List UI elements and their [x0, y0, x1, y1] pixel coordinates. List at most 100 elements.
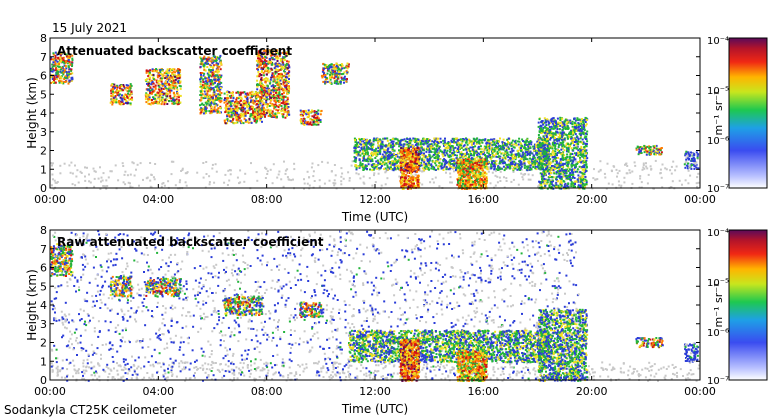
heatmap-pixel	[259, 73, 262, 75]
heatmap-pixel	[300, 118, 303, 120]
heatmap-pixel	[278, 65, 281, 67]
heatmap-pixel	[269, 54, 272, 57]
heatmap-pixel	[217, 107, 220, 110]
heatmap-pixel	[55, 67, 57, 70]
heatmap-pixel	[176, 92, 179, 95]
heatmap-pixel	[321, 160, 324, 163]
heatmap-pixel	[537, 147, 540, 150]
heatmap-pixel	[201, 86, 204, 89]
heatmap-pixel	[288, 85, 290, 88]
heatmap-pixel	[148, 102, 151, 105]
heatmap-pixel	[243, 115, 246, 118]
heatmap-pixel	[471, 146, 474, 149]
heatmap-pixel	[244, 113, 247, 116]
heatmap-pixel	[282, 91, 285, 94]
heatmap-pixel	[218, 90, 221, 93]
heatmap-pixel	[318, 179, 321, 182]
heatmap-pixel	[380, 166, 382, 169]
heatmap-pixel	[268, 80, 271, 83]
heatmap-pixel	[211, 97, 214, 100]
heatmap-pixel	[526, 148, 529, 151]
heatmap-pixel	[277, 73, 280, 75]
heatmap-pixel	[421, 183, 424, 186]
heatmap-pixel	[145, 95, 147, 98]
heatmap-pixel	[220, 97, 223, 100]
heatmap-pixel	[165, 89, 168, 92]
heatmap-pixel	[229, 95, 231, 98]
heatmap-pixel	[306, 116, 309, 119]
heatmap-pixel	[80, 172, 83, 174]
heatmap-pixel	[279, 73, 282, 75]
heatmap-pixel	[442, 159, 445, 162]
heatmap-pixel	[124, 102, 127, 104]
heatmap-pixel	[67, 65, 70, 68]
heatmap-pixel	[331, 76, 333, 79]
heatmap-pixel	[328, 179, 331, 182]
plot-area	[50, 38, 700, 188]
heatmap-pixel	[258, 51, 260, 54]
heatmap-pixel	[211, 62, 214, 65]
heatmap-pixel	[50, 67, 52, 70]
heatmap-pixel	[217, 70, 220, 73]
heatmap-pixel	[520, 165, 523, 168]
heatmap-pixel	[394, 168, 397, 171]
heatmap-pixel	[261, 108, 264, 111]
heatmap-pixel	[299, 109, 302, 112]
heatmap-pixel	[128, 95, 130, 98]
heatmap-pixel	[437, 166, 440, 169]
heatmap-pixel	[510, 167, 513, 170]
heatmap-pixel	[206, 102, 209, 105]
heatmap-pixel	[345, 80, 348, 83]
heatmap-pixel	[499, 155, 502, 158]
heatmap-pixel	[474, 151, 477, 154]
heatmap-pixel	[498, 176, 501, 179]
heatmap-pixel	[498, 151, 501, 154]
heatmap-pixel	[396, 138, 399, 141]
heatmap-pixel	[167, 71, 170, 74]
heatmap-pixel	[153, 70, 156, 73]
heatmap-pixel	[513, 165, 516, 168]
heatmap-pixel	[157, 82, 160, 85]
heatmap-pixel	[146, 94, 149, 97]
heatmap-pixel	[424, 155, 427, 158]
heatmap-pixel	[212, 82, 215, 85]
heatmap-pixel	[368, 155, 371, 158]
heatmap-pixel	[147, 102, 150, 105]
heatmap-pixel	[210, 108, 213, 111]
heatmap-pixel	[387, 168, 390, 171]
heatmap-pixel	[285, 90, 288, 93]
heatmap-pixel	[533, 147, 536, 150]
heatmap-pixel	[79, 170, 82, 173]
heatmap-pixel	[235, 98, 238, 101]
heatmap-pixel	[270, 85, 273, 88]
heatmap-pixel	[423, 161, 426, 164]
heatmap-pixel	[643, 167, 646, 170]
heatmap-pixel	[50, 76, 53, 79]
heatmap-pixel	[254, 96, 257, 99]
heatmap-pixel	[580, 174, 583, 177]
heatmap-pixel	[508, 163, 511, 166]
heatmap-pixel	[112, 101, 115, 104]
heatmap-pixel	[525, 140, 528, 143]
heatmap-pixel	[384, 151, 386, 154]
heatmap-pixel	[342, 77, 345, 80]
heatmap-pixel	[112, 85, 115, 88]
heatmap-pixel	[354, 158, 357, 161]
heatmap-pixel	[240, 97, 243, 100]
heatmap-pixel	[274, 72, 277, 75]
heatmap-pixel	[153, 101, 156, 104]
heatmap-pixel	[155, 93, 158, 96]
heatmap-pixel	[642, 162, 645, 165]
heatmap-pixel	[66, 74, 69, 76]
heatmap-pixel	[106, 185, 109, 187]
heatmap-pixel	[202, 74, 205, 77]
heatmap-pixel	[618, 184, 621, 187]
heatmap-pixel	[249, 115, 252, 118]
heatmap-pixel	[435, 160, 438, 163]
heatmap-pixel	[248, 107, 251, 110]
heatmap-pixel	[343, 71, 346, 74]
heatmap-pixel	[371, 146, 374, 148]
heatmap-pixel	[324, 66, 327, 69]
heatmap-pixel	[275, 65, 278, 68]
heatmap-pixel	[379, 148, 382, 151]
